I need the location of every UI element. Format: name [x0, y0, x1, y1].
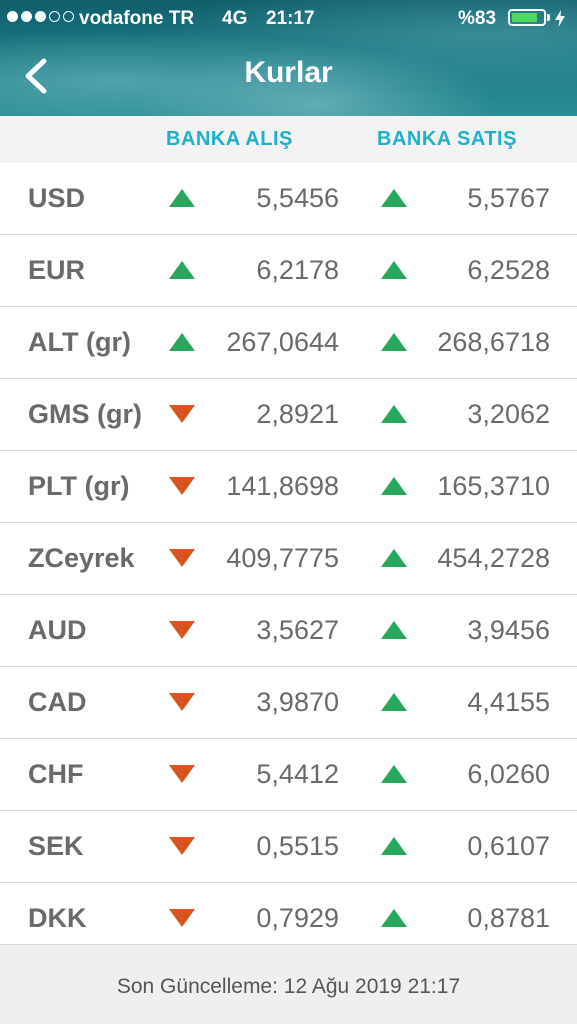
trend-up-icon	[381, 189, 407, 207]
last-update-footer: Son Güncelleme: 12 Ağu 2019 21:17	[0, 944, 577, 1024]
status-bar: vodafone TR 4G 21:17 %83	[0, 0, 577, 38]
column-header-buy: BANKA ALIŞ	[166, 128, 293, 150]
signal-strength-icon	[7, 11, 74, 22]
trend-up-icon	[381, 333, 407, 351]
rate-row[interactable]: AUD 3,5627 3,9456	[0, 595, 577, 667]
currency-code: CHF	[28, 759, 84, 789]
currency-code: SEK	[28, 831, 84, 861]
rate-row[interactable]: ALT (gr) 267,0644 268,6718	[0, 307, 577, 379]
rate-row[interactable]: GMS (gr) 2,8921 3,2062	[0, 379, 577, 451]
trend-up-icon	[381, 405, 407, 423]
trend-up-icon	[169, 189, 195, 207]
rate-row[interactable]: USD 5,5456 5,5767	[0, 163, 577, 235]
carrier-name: vodafone TR	[79, 8, 195, 29]
buy-rate: 6,2178	[256, 255, 339, 285]
signal-dot	[21, 11, 32, 22]
trend-down-icon	[169, 693, 195, 711]
currency-code: PLT (gr)	[28, 471, 130, 501]
trend-up-icon	[169, 333, 195, 351]
rate-row[interactable]: EUR 6,2178 6,2528	[0, 235, 577, 307]
buy-rate: 2,8921	[256, 399, 339, 429]
currency-code: ZCeyrek	[28, 543, 135, 573]
trend-up-icon	[381, 693, 407, 711]
rate-row[interactable]: SEK 0,5515 0,6107	[0, 811, 577, 883]
sell-rate: 0,8781	[467, 903, 550, 933]
trend-up-icon	[381, 621, 407, 639]
trend-up-icon	[381, 765, 407, 783]
trend-up-icon	[169, 261, 195, 279]
sell-rate: 3,9456	[467, 615, 550, 645]
signal-dot	[35, 11, 46, 22]
column-header-sell: BANKA SATIŞ	[377, 128, 517, 150]
battery-icon	[508, 9, 546, 26]
trend-down-icon	[169, 909, 195, 927]
buy-rate: 5,4412	[256, 759, 339, 789]
currency-code: AUD	[28, 615, 87, 645]
header: vodafone TR 4G 21:17 %83 Kurlar	[0, 0, 577, 116]
battery-tip	[547, 14, 550, 21]
rate-row[interactable]: CHF 5,4412 6,0260	[0, 739, 577, 811]
trend-down-icon	[169, 549, 195, 567]
buy-rate: 0,5515	[256, 831, 339, 861]
rate-row[interactable]: DKK 0,7929 0,8781	[0, 883, 577, 944]
rate-row[interactable]: CAD 3,9870 4,4155	[0, 667, 577, 739]
currency-code: GMS (gr)	[28, 399, 142, 429]
buy-rate: 267,0644	[226, 327, 339, 357]
trend-down-icon	[169, 477, 195, 495]
page-title: Kurlar	[244, 56, 333, 89]
trend-up-icon	[381, 261, 407, 279]
rate-row[interactable]: PLT (gr) 141,8698 165,3710	[0, 451, 577, 523]
rates-list[interactable]: USD 5,5456 5,5767 EUR 6,2178 6,2528 ALT (gr) 26…	[0, 163, 577, 944]
trend-up-icon	[381, 909, 407, 927]
buy-rate: 409,7775	[226, 543, 339, 573]
battery-percentage: %83	[458, 8, 497, 29]
charging-bolt-icon	[555, 10, 565, 27]
sell-rate: 3,2062	[467, 399, 550, 429]
buy-rate: 5,5456	[256, 183, 339, 213]
sell-rate: 165,3710	[437, 471, 550, 501]
trend-up-icon	[381, 837, 407, 855]
sell-rate: 4,4155	[467, 687, 550, 717]
trend-down-icon	[169, 837, 195, 855]
back-chevron-icon[interactable]	[20, 55, 56, 97]
sell-rate: 6,2528	[467, 255, 550, 285]
buy-rate: 141,8698	[226, 471, 339, 501]
network-type: 4G	[222, 8, 248, 29]
buy-rate: 0,7929	[256, 903, 339, 933]
buy-rate: 3,5627	[256, 615, 339, 645]
trend-down-icon	[169, 405, 195, 423]
trend-down-icon	[169, 765, 195, 783]
currency-code: EUR	[28, 255, 86, 285]
trend-up-icon	[381, 549, 407, 567]
sell-rate: 0,6107	[467, 831, 550, 861]
sell-rate: 6,0260	[467, 759, 550, 789]
currency-code: DKK	[28, 903, 87, 933]
rate-row[interactable]: ZCeyrek 409,7775 454,2728	[0, 523, 577, 595]
sell-rate: 268,6718	[437, 327, 550, 357]
signal-dot	[63, 11, 74, 22]
column-headers: BANKA ALIŞ BANKA SATIŞ	[0, 116, 577, 163]
currency-code: USD	[28, 183, 86, 213]
sell-rate: 454,2728	[437, 543, 550, 573]
trend-down-icon	[169, 621, 195, 639]
currency-code: ALT (gr)	[28, 327, 131, 357]
currency-code: CAD	[28, 687, 87, 717]
signal-dot	[7, 11, 18, 22]
status-time: 21:17	[266, 8, 315, 29]
signal-dot	[49, 11, 60, 22]
trend-up-icon	[381, 477, 407, 495]
buy-rate: 3,9870	[256, 687, 339, 717]
sell-rate: 5,5767	[467, 183, 550, 213]
